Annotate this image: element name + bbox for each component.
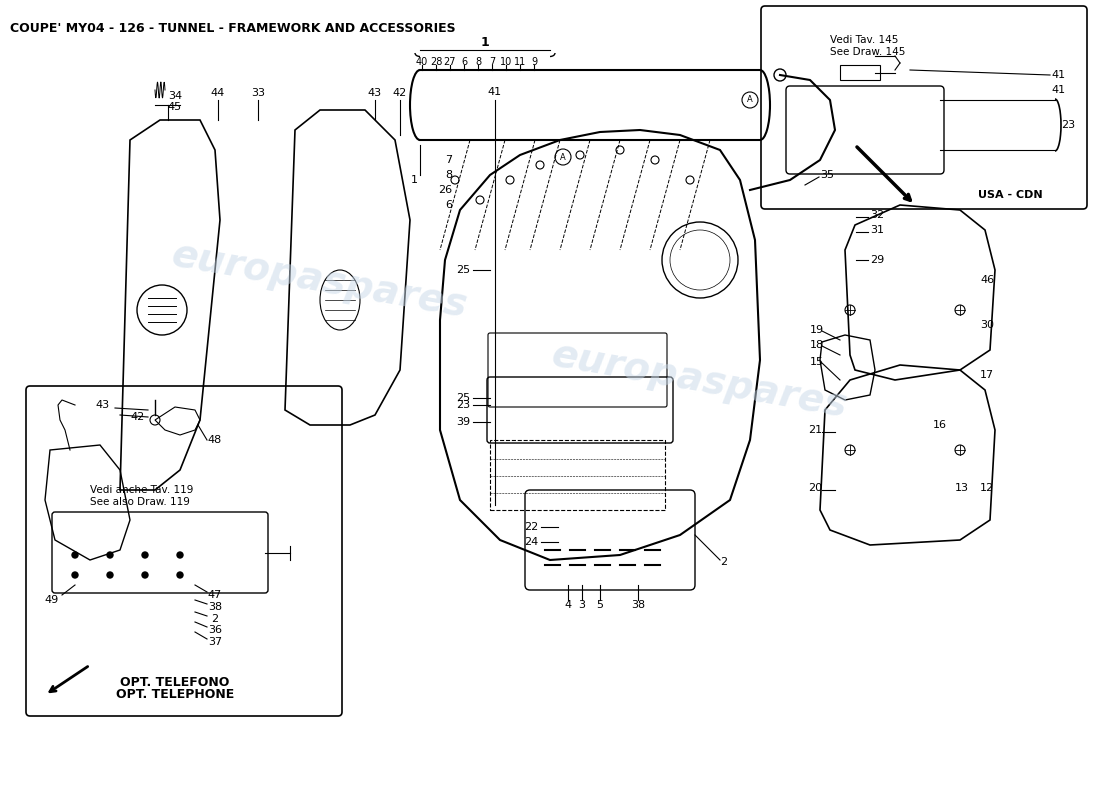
Bar	[840, 65, 880, 80]
Text: europaspares: europaspares	[169, 235, 471, 325]
Text: 1: 1	[481, 35, 490, 49]
Text: 36: 36	[208, 625, 222, 635]
Text: 15: 15	[810, 357, 824, 367]
Text: 13: 13	[955, 483, 969, 493]
Text: A: A	[747, 95, 752, 105]
Text: See Draw. 145: See Draw. 145	[830, 47, 905, 57]
Text: 22: 22	[524, 522, 538, 532]
Text: 8: 8	[475, 57, 481, 67]
Circle shape	[72, 572, 78, 578]
Text: 1: 1	[411, 175, 418, 185]
Text: 26: 26	[438, 185, 452, 195]
Text: 7: 7	[488, 57, 495, 67]
Text: 16: 16	[933, 420, 947, 430]
Text: 27: 27	[443, 57, 456, 67]
Text: 38: 38	[631, 600, 645, 610]
Text: 44: 44	[211, 88, 226, 98]
Text: 3: 3	[579, 600, 585, 610]
Text: 9: 9	[531, 57, 537, 67]
Text: OPT. TELEPHONE: OPT. TELEPHONE	[116, 687, 234, 701]
Text: 30: 30	[980, 320, 994, 330]
Text: 32: 32	[870, 210, 884, 220]
Text: 6: 6	[446, 200, 452, 210]
Text: 39: 39	[455, 417, 470, 427]
Text: 37: 37	[208, 637, 222, 647]
Text: 2: 2	[720, 557, 727, 567]
Text: europaspares: europaspares	[549, 335, 851, 425]
Text: 28: 28	[430, 57, 442, 67]
Text: Vedi Tav. 145: Vedi Tav. 145	[830, 35, 899, 45]
Circle shape	[142, 552, 148, 558]
Text: 41: 41	[1050, 70, 1065, 80]
Text: 12: 12	[980, 483, 994, 493]
Text: 11: 11	[514, 57, 526, 67]
Text: 25: 25	[455, 265, 470, 275]
Text: 46: 46	[980, 275, 994, 285]
Text: USA - CDN: USA - CDN	[978, 190, 1043, 200]
Text: 17: 17	[980, 370, 994, 380]
Text: 41: 41	[1050, 85, 1065, 95]
Text: 35: 35	[820, 170, 834, 180]
Text: 5: 5	[596, 600, 604, 610]
Text: 24: 24	[524, 537, 538, 547]
Circle shape	[107, 572, 113, 578]
Text: 7: 7	[444, 155, 452, 165]
Circle shape	[177, 572, 183, 578]
Text: 42: 42	[393, 88, 407, 98]
Text: 31: 31	[870, 225, 884, 235]
Text: 48: 48	[208, 435, 222, 445]
Circle shape	[107, 552, 113, 558]
Text: 23: 23	[455, 400, 470, 410]
Circle shape	[177, 552, 183, 558]
Text: 19: 19	[810, 325, 824, 335]
Text: 49: 49	[45, 595, 59, 605]
Text: 23: 23	[1060, 120, 1075, 130]
Text: 8: 8	[444, 170, 452, 180]
Circle shape	[72, 552, 78, 558]
Text: 2: 2	[211, 614, 219, 624]
Text: 38: 38	[208, 602, 222, 612]
Text: 40: 40	[416, 57, 428, 67]
Text: See also Draw. 119: See also Draw. 119	[90, 497, 190, 507]
Text: 20: 20	[808, 483, 822, 493]
Text: 21: 21	[808, 425, 822, 435]
Text: Vedi anche Tav. 119: Vedi anche Tav. 119	[90, 485, 194, 495]
Bar	[490, 440, 666, 510]
Text: A: A	[560, 153, 565, 162]
Circle shape	[142, 572, 148, 578]
Text: 43: 43	[96, 400, 110, 410]
Text: 45: 45	[168, 102, 183, 112]
Text: 6: 6	[461, 57, 468, 67]
Text: OPT. TELEFONO: OPT. TELEFONO	[120, 675, 230, 689]
Text: 41: 41	[488, 87, 502, 97]
Text: 10: 10	[499, 57, 513, 67]
Text: 34: 34	[168, 91, 183, 101]
Text: 4: 4	[564, 600, 572, 610]
Text: 29: 29	[870, 255, 884, 265]
Text: 25: 25	[455, 393, 470, 403]
Text: 33: 33	[251, 88, 265, 98]
Text: 18: 18	[810, 340, 824, 350]
Text: 43: 43	[367, 88, 382, 98]
Text: 42: 42	[131, 412, 145, 422]
Text: COUPE' MY04 - 126 - TUNNEL - FRAMEWORK AND ACCESSORIES: COUPE' MY04 - 126 - TUNNEL - FRAMEWORK A…	[10, 22, 455, 35]
Text: 47: 47	[208, 590, 222, 600]
